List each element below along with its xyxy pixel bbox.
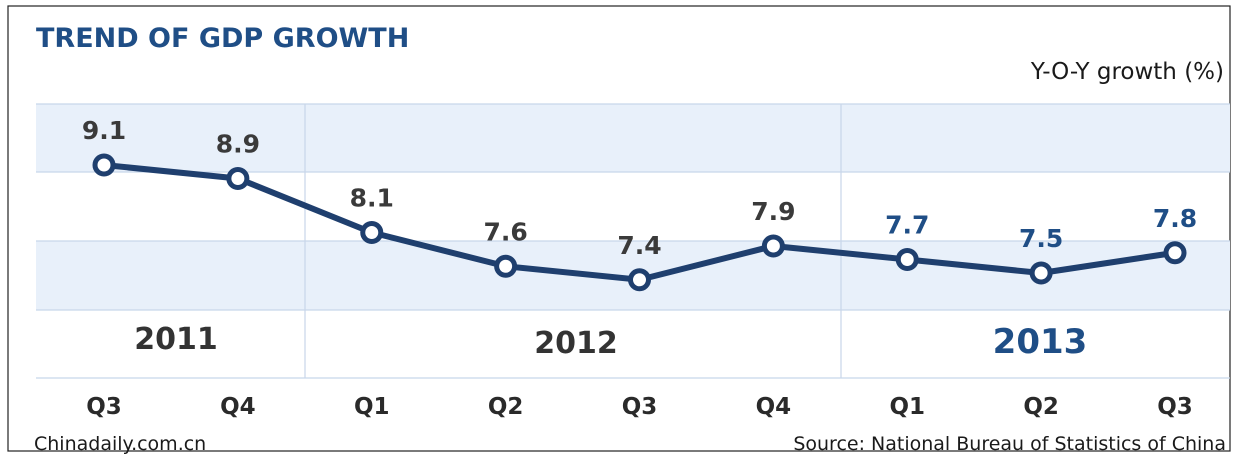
footer-brand: Chinadaily.com.cn — [34, 433, 206, 455]
data-label: 9.1 — [82, 116, 126, 145]
data-point — [895, 248, 919, 271]
year-label-2011: 2011 — [134, 322, 218, 357]
data-point — [360, 221, 384, 244]
x-tick-label: Q2 — [488, 394, 524, 420]
data-points — [92, 153, 1187, 292]
data-label: 7.9 — [751, 197, 795, 226]
x-tick-label: Q1 — [889, 394, 925, 420]
x-tick-label: Q1 — [354, 394, 390, 420]
band-upper — [36, 104, 1230, 172]
y-axis-label: Y-O-Y growth (%) — [1030, 59, 1224, 85]
data-label: 8.1 — [350, 184, 394, 213]
data-point — [1029, 261, 1053, 285]
x-tick-label: Q3 — [86, 394, 122, 420]
data-point — [92, 153, 116, 177]
data-label: 7.5 — [1019, 224, 1063, 253]
x-tick-label: Q3 — [1157, 394, 1193, 420]
data-point — [494, 254, 518, 278]
x-tick-label: Q3 — [622, 394, 658, 420]
data-point — [761, 234, 785, 258]
chart-title: TREND OF GDP GROWTH — [36, 23, 409, 54]
x-tick-label: Q2 — [1023, 394, 1059, 420]
data-label: 7.4 — [617, 231, 661, 260]
data-point — [628, 268, 651, 292]
data-label: 7.8 — [1153, 204, 1197, 233]
data-label: 8.9 — [216, 130, 260, 159]
year-label-2013: 2013 — [993, 322, 1088, 362]
year-label-2012: 2012 — [534, 326, 618, 361]
x-tick-label: Q4 — [756, 394, 792, 420]
data-label: 7.7 — [885, 211, 929, 240]
chart-frame — [7, 5, 1231, 452]
data-label: 7.6 — [483, 217, 527, 246]
data-point — [1163, 241, 1187, 265]
footer-source: Source: National Bureau of Statistics of… — [793, 433, 1226, 455]
x-tick-label: Q4 — [220, 394, 256, 420]
data-point — [226, 167, 250, 190]
